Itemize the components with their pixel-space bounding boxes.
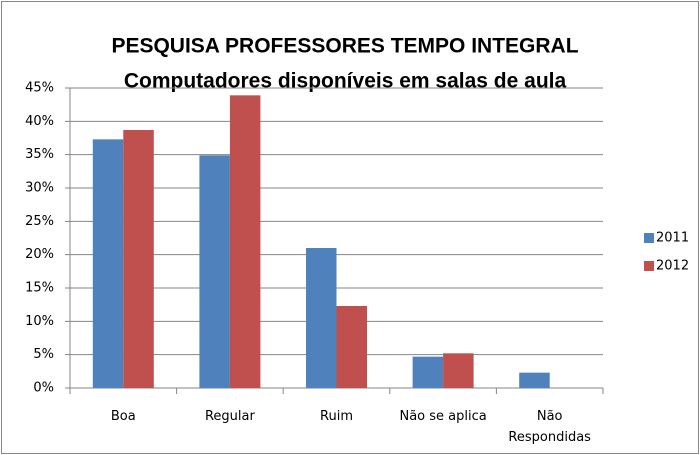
y-tick-label: 45% [25,81,54,96]
bar [199,155,230,388]
chart-title: PESQUISA PROFESSORES TEMPO INTEGRAL [111,35,578,58]
legend-swatch [644,261,654,271]
y-tick-label: 25% [25,214,54,229]
legend-label: 2011 [656,231,689,246]
x-tick-label: Não se aplica [399,409,487,424]
bar [336,306,367,388]
chart-subtitle: Computadores disponíveis em salas de aul… [124,70,567,93]
y-tick-label: 20% [25,247,54,262]
y-tick-label: 10% [25,314,54,329]
legend-swatch [644,233,654,243]
x-tick-label: Boa [110,409,136,424]
x-tick-label: Ruim [320,409,353,424]
x-tick-label: Regular [204,409,255,424]
y-tick-label: 5% [33,347,54,362]
y-tick-label: 35% [25,147,54,162]
y-tick-label: 15% [25,281,54,296]
legend-label: 2012 [656,259,689,274]
bar [92,139,124,388]
bar [412,356,444,388]
bar [443,353,474,388]
y-tick-label: 40% [25,114,54,129]
bar [519,372,550,388]
x-tick-label: Não Respondidas [508,409,591,445]
bar [123,130,154,388]
bar [306,248,337,388]
bar [229,95,261,388]
y-tick-label: 30% [25,181,54,196]
y-tick-label: 0% [33,381,54,396]
